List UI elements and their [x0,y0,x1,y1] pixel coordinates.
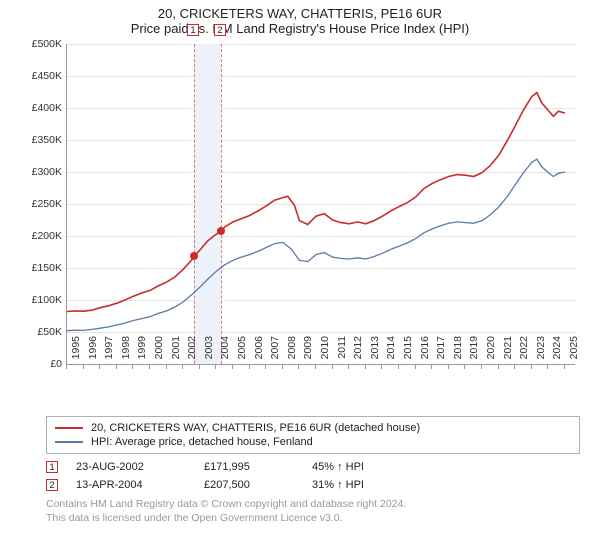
series-property [67,93,565,312]
attribution: Contains HM Land Registry data © Crown c… [46,498,580,525]
chart-area: £0 £50K £100K £150K £200K £250K £300K £350K £400… [20,40,580,410]
y-axis-label: £400K [20,102,62,114]
transactions-table: 1 23-AUG-2002 £171,995 45% ↑ HPI 2 13-APR-200… [46,458,580,494]
x-axis-label: 2019 [468,336,480,370]
x-axis-label: 2011 [336,336,348,370]
y-axis-label: £200K [20,230,62,242]
x-axis-label: 2021 [502,336,514,370]
attribution-line: This data is licensed under the Open Gov… [46,512,580,526]
x-axis-label: 2005 [236,336,248,370]
transaction-point [190,252,198,260]
y-axis-label: £450K [20,70,62,82]
x-axis-label: 2022 [518,336,530,370]
y-axis-label: £500K [20,38,62,50]
series-hpi [67,159,565,331]
transaction-point [217,227,225,235]
legend: 20, CRICKETERS WAY, CHATTERIS, PE16 6UR … [46,416,580,454]
transaction-row: 2 13-APR-2004 £207,500 31% ↑ HPI [46,476,580,494]
x-axis-label: 2000 [153,336,165,370]
transaction-row: 1 23-AUG-2002 £171,995 45% ↑ HPI [46,458,580,476]
legend-item: HPI: Average price, detached house, Fenl… [55,435,571,449]
legend-item: 20, CRICKETERS WAY, CHATTERIS, PE16 6UR … [55,421,571,435]
x-axis-label: 2009 [302,336,314,370]
transaction-price: £207,500 [204,479,294,491]
y-axis-label: £350K [20,134,62,146]
x-axis-label: 1996 [87,336,99,370]
x-axis-label: 2015 [402,336,414,370]
x-axis-label: 2024 [551,336,563,370]
chart-title: 20, CRICKETERS WAY, CHATTERIS, PE16 6UR [0,0,600,21]
x-axis-label: 2006 [253,336,265,370]
transaction-marker: 2 [46,479,58,491]
x-axis-label: 1998 [120,336,132,370]
x-axis-label: 2023 [535,336,547,370]
transaction-date: 23-AUG-2002 [76,461,186,473]
transaction-price: £171,995 [204,461,294,473]
x-axis-label: 2017 [435,336,447,370]
x-axis-label: 2018 [452,336,464,370]
x-axis-label: 1999 [136,336,148,370]
x-axis-label: 2004 [219,336,231,370]
sale-marker: 2 [214,24,226,36]
y-axis-label: £0 [20,358,62,370]
legend-label: 20, CRICKETERS WAY, CHATTERIS, PE16 6UR … [91,422,420,434]
legend-label: HPI: Average price, detached house, Fenl… [91,436,313,448]
chart-container: 20, CRICKETERS WAY, CHATTERIS, PE16 6UR … [0,0,600,525]
plot-area [66,44,575,365]
transaction-vs-hpi: 31% ↑ HPI [312,479,412,491]
x-axis-label: 2020 [485,336,497,370]
x-axis-label: 2013 [369,336,381,370]
transaction-marker: 1 [46,461,58,473]
x-axis-label: 2016 [419,336,431,370]
y-axis-label: £50K [20,326,62,338]
x-axis-label: 2014 [385,336,397,370]
x-axis-label: 2008 [286,336,298,370]
x-axis-label: 1997 [103,336,115,370]
y-axis-label: £150K [20,262,62,274]
x-axis-label: 2003 [203,336,215,370]
x-axis-label: 2001 [170,336,182,370]
x-axis-label: 2012 [352,336,364,370]
y-axis-label: £250K [20,198,62,210]
sale-marker: 1 [187,24,199,36]
x-axis-label: 1995 [70,336,82,370]
chart-subtitle: Price paid vs. HM Land Registry's House … [0,21,600,40]
x-axis-label: 2010 [319,336,331,370]
attribution-line: Contains HM Land Registry data © Crown c… [46,498,580,512]
y-axis-label: £100K [20,294,62,306]
x-axis-label: 2007 [269,336,281,370]
x-axis-label: 2025 [568,336,580,370]
y-axis-label: £300K [20,166,62,178]
x-axis-label: 2002 [186,336,198,370]
transaction-date: 13-APR-2004 [76,479,186,491]
transaction-vs-hpi: 45% ↑ HPI [312,461,412,473]
